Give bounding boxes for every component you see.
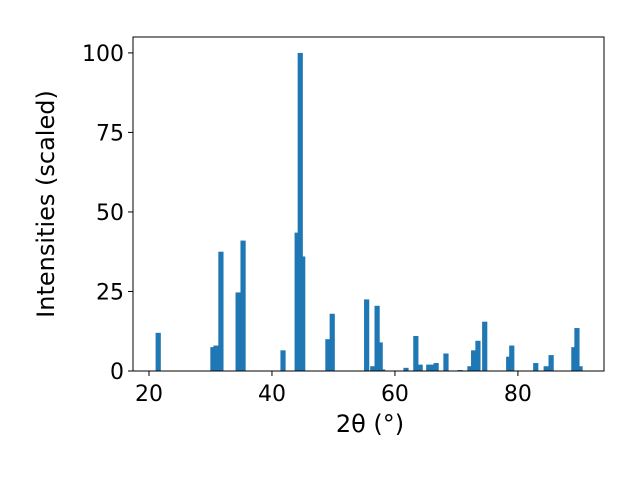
y-axis-label: Intensities (scaled) [32, 90, 60, 318]
bar [235, 292, 241, 371]
bar [280, 350, 286, 371]
bar [426, 364, 432, 371]
plot-frame [132, 36, 605, 372]
bar [475, 340, 481, 371]
bar [482, 321, 488, 371]
bar [213, 345, 219, 371]
bar [433, 363, 439, 371]
bar [300, 256, 306, 371]
bar [574, 328, 580, 371]
y-tick-label: 75 [96, 121, 124, 146]
bar [240, 240, 246, 371]
bar [294, 232, 300, 371]
bar [443, 353, 449, 371]
bar [471, 350, 477, 371]
bar [543, 366, 549, 371]
bar [377, 342, 383, 371]
bar [325, 339, 331, 371]
bar [548, 355, 554, 371]
y-tick-label: 50 [96, 201, 124, 226]
y-tick-label: 25 [96, 280, 124, 305]
y-tick-label: 100 [82, 42, 124, 67]
x-axis-label: 2θ (°) [336, 410, 404, 438]
bar [155, 332, 161, 371]
x-tick-label: 20 [135, 382, 163, 407]
bar [403, 367, 409, 371]
bar [429, 364, 435, 371]
x-tick-label: 80 [504, 382, 532, 407]
bar [577, 366, 583, 371]
x-tick-label: 40 [258, 382, 286, 407]
bar [297, 52, 303, 372]
bar [364, 299, 370, 371]
bar [417, 364, 423, 371]
bar [571, 347, 577, 371]
bar [509, 345, 515, 371]
bar [370, 366, 376, 371]
bar [218, 251, 224, 371]
x-tick-label: 60 [381, 382, 409, 407]
bar [374, 305, 380, 371]
bar [506, 356, 512, 371]
bar [380, 369, 386, 371]
bar [329, 313, 335, 371]
y-tick-label: 0 [110, 360, 124, 385]
bar [210, 347, 216, 371]
bar [533, 363, 539, 371]
bar [467, 366, 473, 371]
bar [413, 336, 419, 371]
